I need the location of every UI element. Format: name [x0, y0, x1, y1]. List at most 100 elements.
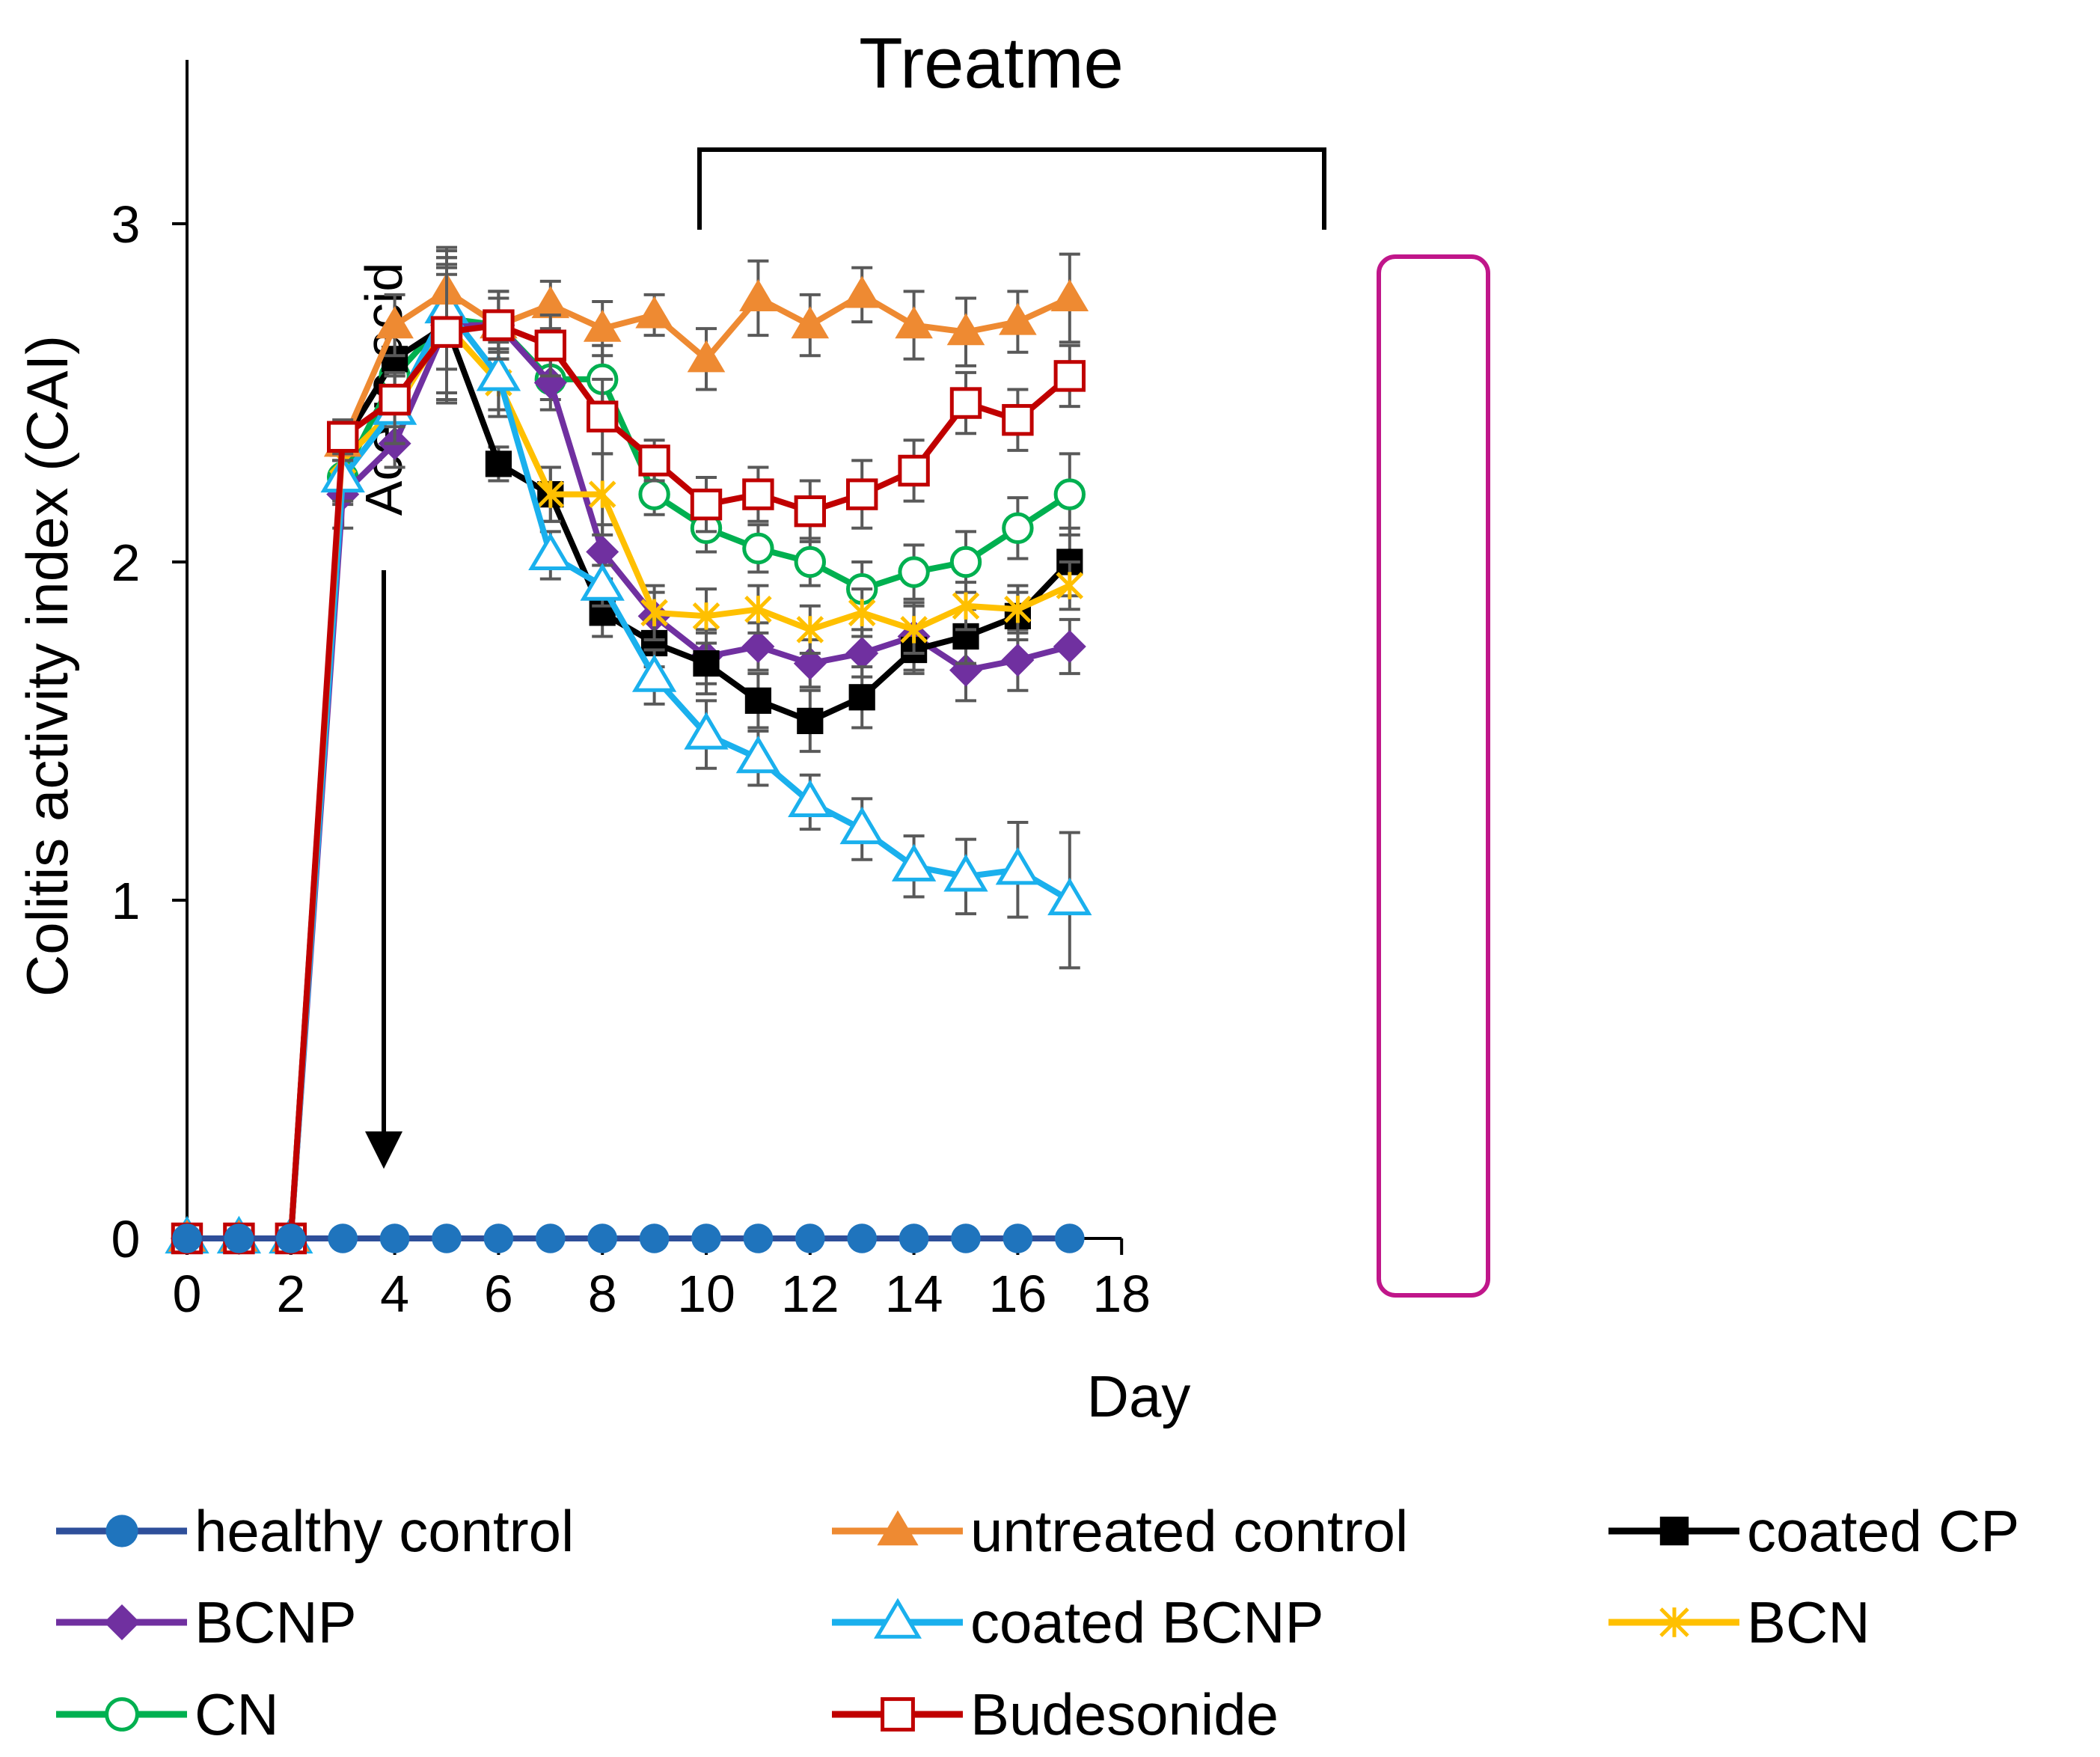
y-tick-label: 3 [111, 195, 141, 254]
data-point [845, 637, 879, 670]
data-point [586, 535, 619, 569]
x-tick-label: 6 [484, 1265, 513, 1323]
axis-text-layer: Day Colitis activity index (CAI) 0 2 4 6 8 10… [14, 195, 1190, 1429]
data-point [943, 854, 988, 892]
data-point [587, 1223, 617, 1253]
legend-label: coated CP [1747, 1498, 2019, 1564]
x-tick-label: 8 [588, 1265, 617, 1323]
data-point [1056, 572, 1084, 599]
series-bcn [173, 256, 1084, 1253]
data-point [485, 450, 512, 477]
data-point [848, 684, 875, 711]
legend-label: healthy control [195, 1498, 574, 1564]
data-point [583, 309, 622, 342]
data-point [432, 1223, 462, 1253]
x-tick-label: 2 [276, 1265, 305, 1323]
legend-swatch-marker [105, 1515, 138, 1547]
data-point [1055, 1223, 1085, 1253]
legend-item-healthy-control: healthy control [56, 1498, 574, 1564]
data-point [898, 556, 930, 588]
data-point [743, 1223, 774, 1253]
x-axis-label: Day [1087, 1363, 1191, 1429]
treatment-bracket [697, 147, 1326, 230]
data-point [794, 546, 827, 578]
data-point [951, 1223, 981, 1253]
data-point [376, 306, 414, 339]
data-point [528, 532, 573, 571]
legend-item-cn: CN [56, 1681, 279, 1747]
data-point [536, 480, 565, 508]
data-point [483, 1223, 514, 1253]
data-point [895, 306, 933, 339]
legend-item-bcnp: BCNP [56, 1589, 357, 1655]
data-point [631, 654, 677, 692]
data-point [588, 480, 616, 508]
chart-title: Treatme [859, 23, 1124, 103]
data-point [687, 340, 726, 373]
legend-label: coated BCNP [970, 1589, 1324, 1655]
data-point [483, 309, 515, 341]
data-point [995, 847, 1041, 885]
data-point [744, 596, 772, 623]
data-point [1001, 644, 1035, 677]
data-point [534, 329, 566, 361]
data-point [1002, 512, 1034, 544]
data-point [692, 602, 720, 630]
legend-swatch-marker [1659, 1516, 1689, 1546]
data-point [1050, 279, 1089, 312]
data-point [430, 316, 463, 348]
data-point [797, 707, 824, 735]
data-point [744, 687, 771, 714]
data-point [684, 712, 729, 750]
legend-item-coated-cp: coated CP [1608, 1498, 2019, 1564]
data-point [536, 1223, 566, 1253]
legend-swatch-marker [1659, 1607, 1689, 1637]
data-point [796, 616, 824, 644]
y-axis-label: Colitis activity index (CAI) [14, 335, 80, 997]
data-point [735, 735, 781, 774]
data-point [638, 478, 670, 510]
legend-label: BCN [1747, 1589, 1870, 1655]
data-point [946, 313, 985, 346]
legend-swatch-marker [877, 1510, 919, 1546]
x-tick-label: 16 [988, 1265, 1047, 1323]
series-line [187, 322, 1072, 1241]
data-point [949, 546, 982, 578]
data-point [224, 1223, 254, 1253]
data-point [949, 387, 982, 419]
y-tick-label: 2 [111, 534, 141, 592]
legend-swatch-marker [105, 1697, 139, 1732]
x-tick-label: 0 [173, 1265, 202, 1323]
legend-swatch-marker [104, 1604, 140, 1640]
legend-item-budesonide: Budesonide [832, 1681, 1279, 1747]
data-point [741, 630, 775, 663]
data-point [691, 1223, 721, 1253]
data-point [1053, 360, 1086, 392]
legend-swatch-marker [881, 1697, 915, 1732]
x-tick-label: 12 [781, 1265, 839, 1323]
data-point [379, 1223, 410, 1253]
data-point [1047, 877, 1092, 916]
x-tick-label: 18 [1092, 1265, 1151, 1323]
data-point [1004, 596, 1032, 623]
day12-highlight-box [1377, 254, 1490, 1298]
legend-swatch-marker [874, 1598, 922, 1639]
data-point [999, 302, 1037, 335]
x-tick-label: 14 [885, 1265, 943, 1323]
data-point [690, 488, 723, 521]
data-point [172, 1223, 202, 1253]
data-point [1002, 403, 1034, 436]
legend-item-coated-bcnp: coated BCNP [832, 1589, 1324, 1655]
legend-label: untreated control [970, 1498, 1408, 1564]
series-layer [165, 245, 1092, 1255]
data-point [1053, 630, 1086, 663]
data-point [900, 616, 928, 644]
legend-label: Budesonide [970, 1681, 1279, 1747]
data-point [899, 1223, 929, 1253]
legend-label: CN [195, 1681, 279, 1747]
data-point [952, 592, 980, 620]
series-budesonide [171, 263, 1086, 1255]
data-point [791, 306, 830, 339]
data-point [788, 779, 833, 818]
